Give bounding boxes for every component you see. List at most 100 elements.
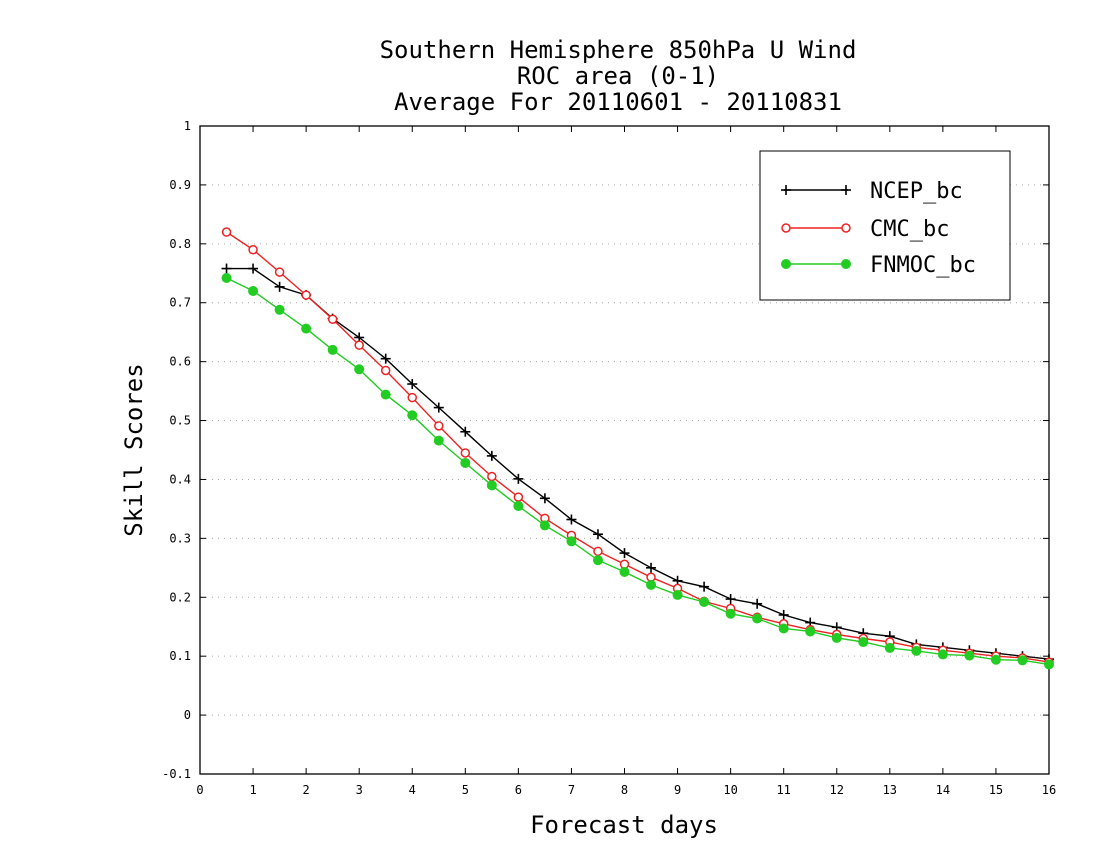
- data-point-cmc-bc: [301, 290, 311, 300]
- data-point-fnmoc-bc: [778, 623, 789, 634]
- data-point-fnmoc-bc: [274, 304, 285, 315]
- data-point-ncep-bc: [407, 379, 418, 390]
- data-point-fnmoc-bc: [301, 323, 312, 334]
- legend-marker-cmc-bc: [781, 223, 791, 233]
- x-tick-label: 3: [356, 783, 363, 797]
- data-point-fnmoc-bc: [327, 344, 338, 355]
- y-tick-label: 0.3: [169, 531, 191, 545]
- data-point-ncep-bc: [752, 598, 763, 609]
- legend-item-fnmoc-bc: FNMOC_bc: [781, 253, 976, 278]
- data-point-fnmoc-bc: [221, 272, 232, 283]
- legend-marker-fnmoc-bc: [841, 259, 851, 269]
- series-fnmoc-bc: [221, 272, 1054, 670]
- y-tick-label: 0.7: [169, 296, 191, 310]
- y-tick-label: 0.9: [169, 178, 191, 192]
- data-point-cmc-bc: [593, 546, 603, 557]
- x-tick-label: 5: [462, 783, 469, 797]
- data-point-cmc-bc: [487, 471, 497, 482]
- data-point-fnmoc-bc: [539, 520, 550, 531]
- data-point-fnmoc-bc: [1017, 655, 1028, 666]
- legend-marker-ncep-bc: [781, 185, 791, 195]
- y-tick-label: 0.2: [169, 590, 191, 604]
- y-tick-label: 0.1: [169, 649, 191, 663]
- legend-marker-cmc-bc: [841, 223, 851, 233]
- data-point-fnmoc-bc: [831, 632, 842, 643]
- x-axis-label: Forecast days: [530, 811, 718, 839]
- data-point-fnmoc-bc: [433, 435, 444, 446]
- y-tick-label: 0.6: [169, 355, 191, 369]
- data-point-fnmoc-bc: [460, 457, 471, 468]
- data-point-cmc-bc: [248, 244, 258, 255]
- data-point-ncep-bc: [221, 263, 232, 274]
- data-point-ncep-bc: [513, 473, 524, 484]
- data-point-ncep-bc: [699, 581, 710, 592]
- x-tick-label: 4: [409, 783, 416, 797]
- x-tick-label: 15: [989, 783, 1003, 797]
- data-point-fnmoc-bc: [354, 364, 365, 375]
- legend-item-ncep-bc: NCEP_bc: [781, 179, 963, 204]
- data-point-cmc-bc: [407, 392, 417, 403]
- data-point-fnmoc-bc: [619, 566, 630, 577]
- x-tick-label: 13: [883, 783, 897, 797]
- data-point-fnmoc-bc: [592, 555, 603, 566]
- series-lines: [221, 227, 1054, 670]
- y-tick-label: 0: [184, 708, 191, 722]
- legend-label-fnmoc-bc: FNMOC_bc: [870, 253, 976, 278]
- data-point-ncep-bc: [486, 450, 497, 461]
- chart-title-line-1: Southern Hemisphere 850hPa U Wind: [380, 36, 857, 64]
- data-point-ncep-bc: [274, 281, 285, 292]
- y-tick-label: -0.1: [162, 767, 191, 781]
- data-point-fnmoc-bc: [248, 285, 259, 296]
- y-tick-label: 0.8: [169, 237, 191, 251]
- legend-item-cmc-bc: CMC_bc: [781, 217, 949, 242]
- data-point-cmc-bc: [434, 421, 444, 431]
- data-point-ncep-bc: [778, 609, 789, 620]
- data-point-ncep-bc: [433, 402, 444, 413]
- chart-title: Southern Hemisphere 850hPa U Wind ROC ar…: [380, 36, 857, 116]
- data-point-ncep-bc: [592, 529, 603, 540]
- data-point-cmc-bc: [327, 314, 338, 324]
- x-tick-label: 12: [830, 783, 844, 797]
- data-point-cmc-bc: [513, 492, 524, 502]
- data-point-ncep-bc: [380, 353, 391, 364]
- data-point-fnmoc-bc: [513, 500, 524, 511]
- y-axis-label: Skill Scores: [120, 363, 148, 536]
- data-point-fnmoc-bc: [725, 608, 736, 619]
- legend-marker-fnmoc-bc: [781, 259, 791, 269]
- data-point-fnmoc-bc: [884, 642, 895, 653]
- data-point-ncep-bc: [646, 562, 657, 573]
- data-point-fnmoc-bc: [380, 389, 391, 400]
- x-tick-label: 1: [249, 783, 256, 797]
- legend-box: [759, 150, 1011, 301]
- x-tick-label: 8: [621, 783, 628, 797]
- data-point-ncep-bc: [460, 426, 471, 437]
- data-point-fnmoc-bc: [1044, 659, 1054, 670]
- series-ncep-bc: [221, 263, 1054, 665]
- data-point-fnmoc-bc: [699, 596, 710, 607]
- data-point-ncep-bc: [248, 263, 259, 274]
- data-point-fnmoc-bc: [911, 645, 922, 656]
- x-tick-label: 9: [674, 783, 681, 797]
- legend-label-cmc-bc: CMC_bc: [870, 217, 949, 242]
- x-tick-label: 6: [515, 783, 522, 797]
- data-point-fnmoc-bc: [990, 654, 1001, 665]
- data-point-fnmoc-bc: [752, 613, 763, 624]
- x-tick-label: 10: [723, 783, 737, 797]
- data-point-fnmoc-bc: [646, 579, 657, 590]
- data-point-ncep-bc: [725, 594, 736, 605]
- y-tick-label: 1: [184, 119, 191, 133]
- data-point-ncep-bc: [619, 548, 630, 559]
- x-tick-label: 2: [303, 783, 310, 797]
- data-point-fnmoc-bc: [858, 637, 869, 648]
- x-tick-label: 0: [196, 783, 203, 797]
- data-point-cmc-bc: [380, 365, 391, 376]
- x-tick-label: 7: [568, 783, 575, 797]
- legend: NCEP_bc CMC_bc FNMOC_bc: [759, 150, 1011, 301]
- series-line-ncep-bc: [226, 267, 1050, 660]
- data-point-ncep-bc: [539, 493, 550, 504]
- data-point-cmc-bc: [221, 227, 232, 237]
- data-point-fnmoc-bc: [407, 410, 418, 421]
- x-tick-label: 14: [936, 783, 950, 797]
- data-point-ncep-bc: [566, 514, 577, 525]
